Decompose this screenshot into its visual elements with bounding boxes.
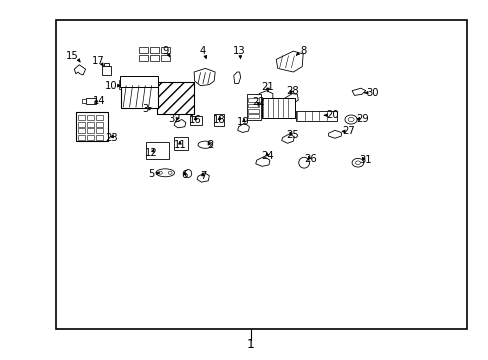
Bar [120, 76, 158, 87]
Bar [248, 104, 259, 107]
Ellipse shape [168, 171, 172, 174]
Text: 21: 21 [261, 82, 274, 92]
Polygon shape [285, 94, 298, 104]
Text: 15: 15 [66, 51, 79, 61]
Ellipse shape [158, 171, 162, 174]
Ellipse shape [355, 161, 360, 165]
Text: 10: 10 [105, 81, 118, 91]
Bar [150, 47, 159, 53]
Polygon shape [259, 91, 272, 101]
Bar [261, 98, 294, 118]
Text: 19: 19 [237, 117, 249, 127]
Text: 4: 4 [200, 46, 205, 56]
Bar [78, 128, 85, 133]
Polygon shape [351, 88, 365, 95]
Text: 24: 24 [261, 150, 274, 161]
Text: 14: 14 [92, 96, 105, 106]
Polygon shape [197, 173, 209, 182]
Text: 12: 12 [145, 148, 158, 158]
Text: 2: 2 [206, 140, 213, 150]
Bar [295, 111, 337, 121]
Ellipse shape [198, 141, 212, 148]
Bar [145, 142, 169, 159]
Bar [189, 116, 202, 125]
Bar [246, 94, 260, 120]
Polygon shape [74, 65, 85, 75]
Ellipse shape [184, 170, 191, 177]
Bar [102, 66, 110, 75]
Bar [103, 63, 108, 66]
Text: 23: 23 [105, 132, 118, 143]
Bar [151, 80, 155, 89]
Bar [76, 112, 107, 141]
Text: 7: 7 [199, 171, 206, 181]
Bar [87, 135, 94, 140]
Text: 22: 22 [251, 96, 264, 107]
Text: 30: 30 [366, 88, 378, 98]
Text: 17: 17 [91, 56, 104, 66]
Ellipse shape [351, 158, 363, 167]
Bar [96, 122, 102, 127]
Polygon shape [233, 72, 240, 84]
Text: 20: 20 [325, 110, 338, 120]
Bar [248, 109, 259, 113]
Text: 11: 11 [173, 140, 186, 150]
Text: 6: 6 [181, 170, 188, 180]
Text: 9: 9 [162, 46, 168, 56]
Polygon shape [237, 123, 249, 132]
Ellipse shape [156, 169, 174, 177]
Bar [139, 47, 148, 53]
Bar [214, 114, 224, 126]
Bar [96, 128, 102, 133]
Text: 8: 8 [300, 46, 305, 56]
Bar [87, 122, 94, 127]
Ellipse shape [298, 157, 309, 168]
Text: 29: 29 [356, 114, 368, 124]
Bar [96, 135, 102, 140]
Bar [248, 114, 259, 118]
Polygon shape [276, 51, 303, 72]
Text: 16: 16 [189, 114, 202, 125]
Text: 18: 18 [212, 114, 225, 125]
Text: 32: 32 [168, 114, 181, 124]
Bar [173, 137, 188, 150]
Bar [121, 81, 153, 88]
Bar [161, 55, 169, 61]
Bar [96, 115, 102, 120]
Polygon shape [281, 134, 294, 143]
Ellipse shape [347, 117, 353, 122]
Text: 28: 28 [285, 86, 298, 96]
Polygon shape [194, 68, 215, 86]
Bar [78, 135, 85, 140]
Bar [56, 20, 466, 329]
Text: 5: 5 [148, 168, 155, 179]
Bar [85, 98, 96, 104]
Bar [121, 85, 158, 108]
Text: 1: 1 [246, 338, 254, 351]
Bar [82, 99, 86, 103]
Bar [139, 55, 148, 61]
Text: 25: 25 [285, 130, 298, 140]
Ellipse shape [344, 115, 356, 124]
Polygon shape [328, 130, 341, 138]
Text: 3: 3 [142, 104, 148, 114]
Text: 27: 27 [341, 126, 354, 136]
Text: 26: 26 [304, 154, 316, 164]
Bar [150, 55, 159, 61]
Bar [87, 128, 94, 133]
Bar [78, 115, 85, 120]
Bar [87, 115, 94, 120]
Text: 31: 31 [359, 155, 371, 165]
Bar [248, 98, 259, 102]
Bar [161, 47, 169, 53]
Polygon shape [255, 157, 269, 166]
Polygon shape [174, 120, 185, 128]
Bar [157, 82, 194, 114]
Bar [78, 122, 85, 127]
Text: 13: 13 [233, 46, 245, 56]
Bar [119, 80, 123, 89]
